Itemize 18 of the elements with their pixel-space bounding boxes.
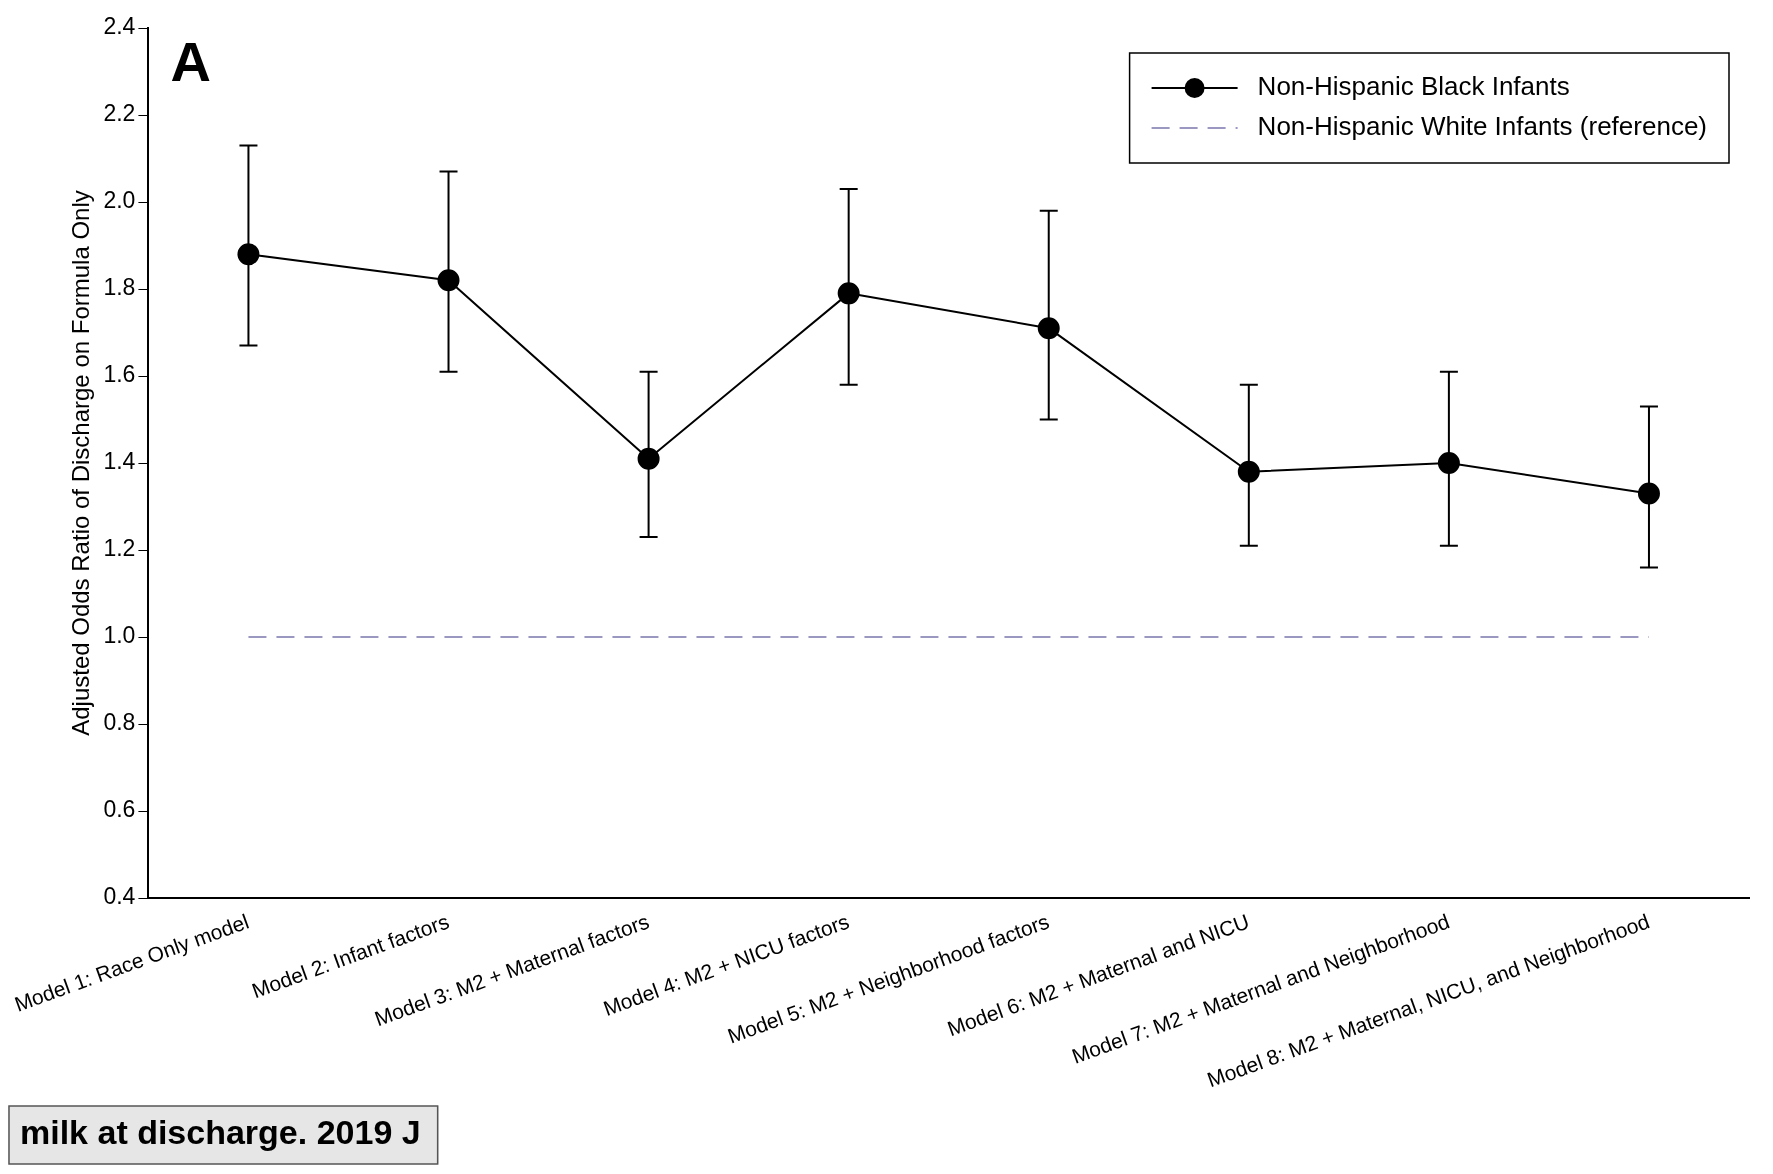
y-tick-label: 2.0 (103, 187, 136, 214)
y-tick-label: 1.6 (103, 361, 136, 388)
y-tick-label: 1.4 (103, 448, 136, 475)
y-tick-label: 0.4 (103, 883, 136, 910)
y-tick-label: 2.4 (103, 13, 136, 40)
point (1437, 452, 1460, 475)
annotation: A (170, 30, 211, 94)
x-tick-label: Model 1: Race Only model (11, 909, 252, 1016)
legend-label: Non-Hispanic Black Infants (1257, 71, 1570, 102)
y-tick-label: 1.0 (103, 622, 136, 649)
y-tick-label: 0.6 (103, 796, 136, 823)
text: milk at discharge. 2019 J (20, 1113, 421, 1152)
y-tick-label: 1.8 (103, 274, 136, 301)
y-tick-label: 1.2 (103, 535, 136, 562)
y-tick-label: 2.2 (103, 100, 136, 127)
y-tick-label: 0.8 (103, 709, 136, 736)
y-axis-title: Adjusted Odds Ratio of Discharge on Formula Only (66, 190, 94, 736)
legend-label: Non-Hispanic White Infants (reference) (1257, 111, 1707, 142)
